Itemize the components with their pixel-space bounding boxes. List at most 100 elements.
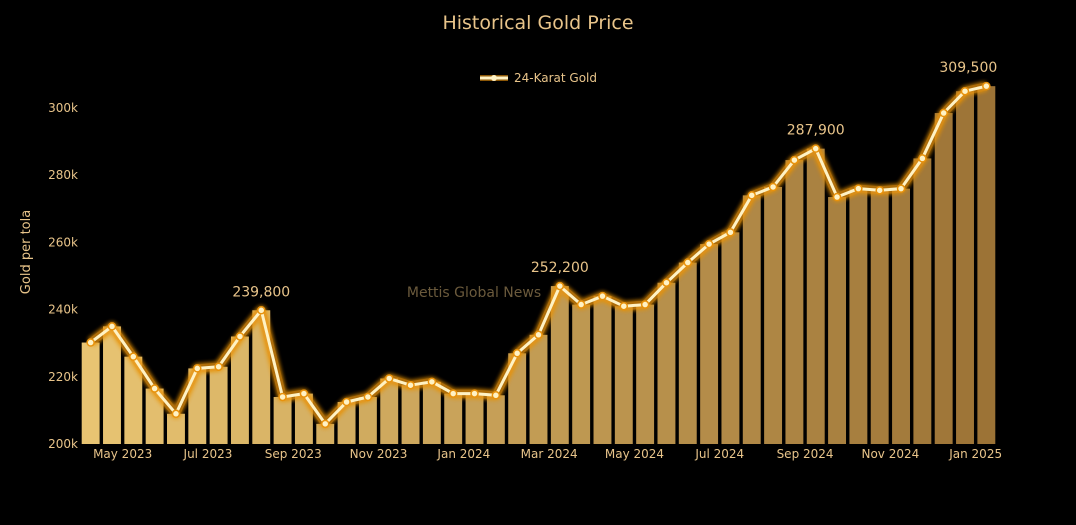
line-point	[448, 389, 458, 398]
bar-series	[81, 86, 996, 444]
bar	[529, 334, 548, 444]
bar	[508, 353, 527, 444]
x-tick-label: Mar 2024	[521, 447, 578, 461]
x-axis-ticks: May 2023 Jul 2023 Sep 2023 Nov 2023 Jan 2024…	[93, 447, 1002, 461]
line-point	[235, 332, 245, 341]
bar	[614, 306, 633, 444]
peak-annotation: 239,800	[232, 284, 290, 300]
line-series	[86, 81, 991, 429]
x-tick-label: Sep 2023	[265, 447, 322, 461]
x-tick-label: Jan 2024	[436, 447, 490, 461]
line-point	[299, 389, 309, 398]
peak-annotation: 252,200	[531, 260, 589, 276]
x-tick-label: Jul 2023	[183, 447, 233, 461]
line-point	[150, 384, 159, 393]
bar	[785, 160, 804, 444]
peak-annotation: 309,500	[939, 60, 997, 76]
line-point	[960, 86, 970, 96]
bar	[934, 113, 953, 444]
line-point	[726, 228, 735, 237]
line-point	[363, 392, 373, 402]
line-point	[832, 192, 842, 202]
x-tick-label: May 2024	[605, 447, 664, 461]
line-point	[790, 155, 799, 165]
x-tick-label: Jul 2024	[694, 447, 744, 461]
bar	[167, 413, 185, 444]
bar	[81, 342, 100, 444]
y-tick-label: 240k	[48, 303, 78, 317]
line-point	[129, 352, 138, 361]
x-tick-label: Nov 2023	[350, 447, 408, 461]
bar	[636, 304, 655, 444]
line-point	[555, 281, 565, 291]
line-point	[854, 184, 863, 193]
y-tick-label: 200k	[48, 437, 78, 451]
line-point	[704, 239, 714, 249]
bar	[358, 396, 377, 444]
line-point	[619, 301, 629, 311]
bar	[870, 190, 889, 444]
bar	[230, 336, 249, 444]
line-point	[214, 362, 223, 371]
legend[interactable]: 24-Karat Gold	[480, 71, 597, 85]
line-point	[576, 300, 586, 309]
legend-label: 24-Karat Gold	[514, 71, 597, 85]
bar	[849, 188, 868, 444]
line-point	[640, 300, 650, 309]
bar	[892, 188, 910, 444]
line-point	[512, 349, 522, 358]
bar	[103, 326, 121, 444]
x-tick-label: Nov 2024	[861, 447, 919, 461]
line-point	[342, 397, 351, 407]
line-point	[257, 306, 266, 315]
bar	[657, 282, 676, 444]
bar	[337, 402, 356, 444]
bar	[422, 381, 441, 444]
y-tick-label: 280k	[48, 168, 78, 182]
y-axis-label: Gold per tola	[19, 210, 34, 294]
line-point	[662, 278, 671, 287]
y-tick-label: 260k	[48, 235, 78, 249]
bar	[956, 91, 974, 444]
bar	[700, 244, 719, 444]
line-point	[171, 409, 181, 419]
line-point	[427, 377, 437, 387]
line-point	[384, 374, 394, 383]
x-tick-label: Sep 2024	[777, 447, 834, 461]
bar	[678, 262, 697, 444]
bar	[742, 195, 761, 444]
line-point	[470, 389, 479, 398]
bar	[721, 232, 740, 444]
line-point	[747, 191, 757, 200]
bar	[977, 86, 996, 444]
line-point	[86, 338, 95, 347]
bar	[486, 395, 505, 444]
bar	[593, 296, 612, 444]
bar	[913, 158, 932, 444]
watermark-text: Mettis Global News	[407, 285, 541, 301]
line-point	[939, 108, 948, 118]
bar	[550, 286, 569, 444]
bar	[273, 396, 292, 444]
bar	[209, 366, 228, 444]
bar	[465, 393, 484, 444]
bar	[444, 393, 463, 444]
line-point	[982, 81, 991, 91]
bar	[572, 304, 591, 444]
peak-annotation: 287,900	[787, 123, 845, 139]
bar	[401, 385, 420, 444]
line-point	[320, 419, 330, 429]
line-point	[193, 364, 202, 373]
line-point	[107, 322, 117, 331]
line-point	[406, 380, 415, 390]
y-axis-ticks: 200k 220k 240k 260k 280k 300k	[48, 101, 78, 451]
bar	[145, 388, 164, 444]
bar	[806, 148, 825, 444]
y-tick-label: 300k	[48, 101, 78, 115]
line-point	[918, 154, 927, 163]
x-tick-label: May 2023	[93, 447, 152, 461]
x-tick-label: Jan 2025	[948, 447, 1002, 461]
line-point	[811, 144, 820, 153]
line-point	[491, 391, 501, 400]
